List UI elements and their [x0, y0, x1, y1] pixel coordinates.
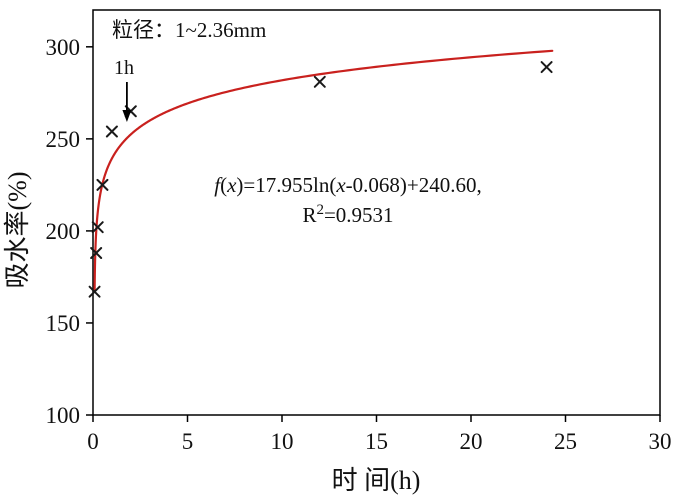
- x-tick-label: 10: [271, 429, 294, 454]
- data-point-marker: [540, 61, 553, 74]
- data-point-marker: [90, 247, 103, 259]
- x-axis-label: 时 间(h): [332, 466, 421, 495]
- r-squared-text: R2=0.9531: [302, 202, 393, 227]
- y-axis-label: 吸水率(%): [3, 172, 32, 289]
- log-fit-curve: [93, 49, 554, 292]
- one-hour-arrow-head: [122, 110, 132, 122]
- data-point-marker: [313, 75, 326, 88]
- x-tick-label: 0: [87, 429, 99, 454]
- one-hour-annotation-label: 1h: [114, 57, 134, 79]
- data-point-marker: [105, 125, 118, 138]
- data-point-marker: [88, 285, 101, 298]
- x-tick-label: 15: [365, 429, 388, 454]
- annotations: f(x)=17.955ln(x-0.068)+240.60, R2=0.9531: [122, 82, 482, 227]
- fit-equation-text: f(x)=17.955ln(x-0.068)+240.60,: [214, 173, 482, 197]
- particle-size-annotation: 粒径：1~2.36mm: [112, 18, 266, 42]
- axis-ticks: 0 5 10 15 20 25 30 100 150 200 250 300: [46, 35, 672, 454]
- fit-curve: [93, 49, 554, 292]
- y-tick-label: 150: [46, 311, 81, 336]
- data-point-marker: [91, 221, 104, 234]
- x-tick-label: 20: [460, 429, 483, 454]
- data-point-marker: [96, 178, 109, 191]
- y-tick-label: 250: [46, 127, 81, 152]
- y-tick-label: 100: [46, 403, 81, 428]
- y-tick-label: 300: [46, 35, 81, 60]
- y-tick-label: 200: [46, 219, 81, 244]
- x-tick-label: 25: [554, 429, 577, 454]
- x-tick-label: 30: [649, 429, 672, 454]
- x-tick-label: 5: [182, 429, 194, 454]
